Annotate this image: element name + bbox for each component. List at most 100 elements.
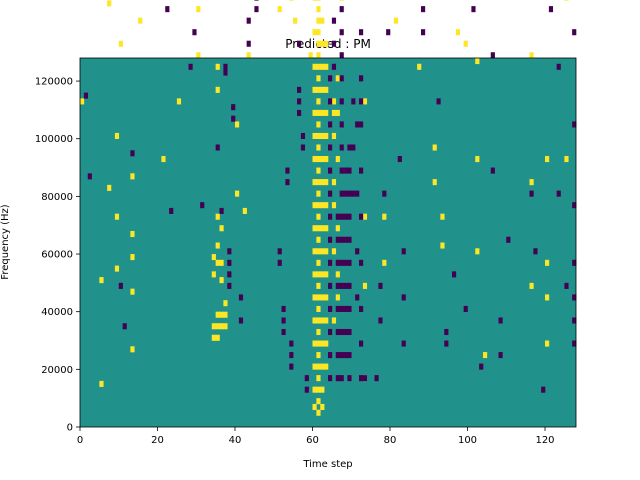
- heatmap-cell-high: [320, 363, 325, 370]
- heatmap-cell-low: [328, 213, 333, 220]
- heatmap-cell-high: [312, 179, 317, 186]
- heatmap-cell-low: [297, 98, 302, 105]
- heatmap-cell-low: [347, 167, 352, 174]
- heatmap-cell-low: [335, 328, 340, 336]
- heatmap-cell-low: [339, 328, 344, 336]
- heatmap-cell-low: [374, 375, 379, 382]
- heatmap-cell-high: [316, 398, 321, 405]
- heatmap-cell-low: [328, 236, 333, 243]
- heatmap-cell-high: [335, 271, 340, 278]
- heatmap-cell-low: [238, 317, 244, 324]
- heatmap-cell-low: [227, 271, 232, 278]
- heatmap-cell-low: [227, 259, 232, 266]
- heatmap-cell-high: [211, 334, 216, 341]
- heatmap-cell-low: [328, 98, 333, 105]
- heatmap-cell-high: [393, 17, 399, 24]
- heatmap-cell-low: [359, 29, 364, 36]
- heatmap-cell-high: [312, 63, 317, 70]
- heatmap-cell-low: [188, 63, 193, 70]
- heatmap-cell-low: [355, 121, 360, 128]
- heatmap-cell-low: [362, 375, 368, 382]
- heatmap-cell-low: [339, 52, 344, 59]
- heatmap-cell-high: [312, 386, 317, 393]
- heatmap-cell-low: [277, 259, 282, 266]
- heatmap-cell-high: [362, 213, 368, 220]
- heatmap-cell-low: [347, 190, 352, 197]
- heatmap-cell-low: [254, 0, 259, 1]
- heatmap-cell-low: [304, 386, 309, 393]
- heatmap-cell-high: [80, 98, 85, 105]
- heatmap-cell-high: [320, 248, 325, 255]
- heatmap-cell-low: [343, 213, 348, 220]
- heatmap-cell-low: [227, 282, 232, 289]
- heatmap-cell-high: [316, 75, 321, 82]
- heatmap-cell-low: [328, 352, 333, 359]
- heatmap-cell-low: [351, 144, 356, 151]
- heatmap-cell-low: [169, 207, 174, 214]
- heatmap-cell-high: [316, 294, 321, 301]
- x-tick-label: 60: [306, 435, 319, 446]
- heatmap-cell-low: [246, 17, 251, 24]
- heatmap-cell-high: [320, 225, 325, 232]
- heatmap-cell-low: [355, 248, 360, 255]
- heatmap-cell-high: [312, 86, 317, 93]
- heatmap-cell-high: [114, 213, 120, 220]
- heatmap-cell-low: [347, 282, 352, 289]
- heatmap-cell-low: [452, 271, 457, 278]
- heatmap-cell-low: [297, 109, 302, 116]
- heatmap-cell-high: [215, 259, 220, 266]
- heatmap-cell-high: [316, 17, 321, 24]
- heatmap-cell-low: [343, 305, 348, 312]
- heatmap-cell-high: [312, 363, 317, 370]
- heatmap-cell-low: [343, 328, 348, 336]
- heatmap-cell-low: [238, 294, 244, 301]
- heatmap-cell-low: [548, 6, 554, 13]
- heatmap-cell-low: [498, 317, 503, 324]
- heatmap-cell-low: [572, 202, 577, 209]
- heatmap-cell-high: [312, 225, 317, 232]
- heatmap-cell-low: [359, 121, 364, 128]
- heatmap-cell-high: [114, 132, 120, 140]
- heatmap-cell-low: [343, 259, 348, 266]
- heatmap-cell-low: [339, 167, 344, 174]
- heatmap-cell-high: [118, 40, 123, 47]
- heatmap-cell-high: [312, 340, 317, 347]
- heatmap-cell-low: [359, 259, 364, 266]
- heatmap-cell-high: [382, 213, 387, 220]
- heatmap-cell-high: [335, 75, 340, 82]
- heatmap-cell-low: [328, 75, 333, 82]
- heatmap-cell-high: [316, 352, 321, 359]
- x-tick-label: 0: [77, 435, 83, 446]
- heatmap-cell-low: [533, 248, 538, 255]
- heatmap-cell-high: [545, 259, 550, 266]
- heatmap-cell-high: [324, 109, 329, 116]
- heatmap-cell-low: [300, 132, 306, 140]
- heatmap-cell-high: [316, 121, 321, 128]
- x-tick-label: 100: [458, 435, 477, 446]
- heatmap-cell-high: [277, 6, 282, 13]
- heatmap-cell-high: [440, 242, 445, 249]
- heatmap-cell-low: [359, 75, 364, 82]
- heatmap-cell-low: [335, 352, 340, 359]
- heatmap-cell-high: [211, 271, 216, 278]
- heatmap-cell-high: [475, 156, 480, 163]
- heatmap-cell-high: [455, 29, 461, 36]
- heatmap-cell-low: [328, 375, 333, 382]
- heatmap-cell-high: [99, 380, 104, 387]
- heatmap-cell-low: [444, 340, 449, 347]
- heatmap-cell-high: [130, 230, 135, 238]
- y-tick-label: 60000: [41, 250, 73, 261]
- heatmap-cell-low: [304, 375, 309, 382]
- heatmap-cell-low: [347, 259, 352, 266]
- heatmap-cell-high: [320, 86, 325, 93]
- x-tick-label: 20: [151, 435, 164, 446]
- heatmap-cell-high: [320, 403, 325, 411]
- heatmap-cell-high: [320, 294, 325, 301]
- heatmap-cell-low: [355, 294, 360, 301]
- heatmap-cell-low: [339, 98, 344, 105]
- heatmap-cell-high: [331, 317, 337, 324]
- heatmap-cell-high: [316, 248, 321, 255]
- heatmap-cell-low: [339, 29, 344, 36]
- heatmap-cell-low: [215, 144, 220, 151]
- heatmap-cell-low: [351, 190, 356, 197]
